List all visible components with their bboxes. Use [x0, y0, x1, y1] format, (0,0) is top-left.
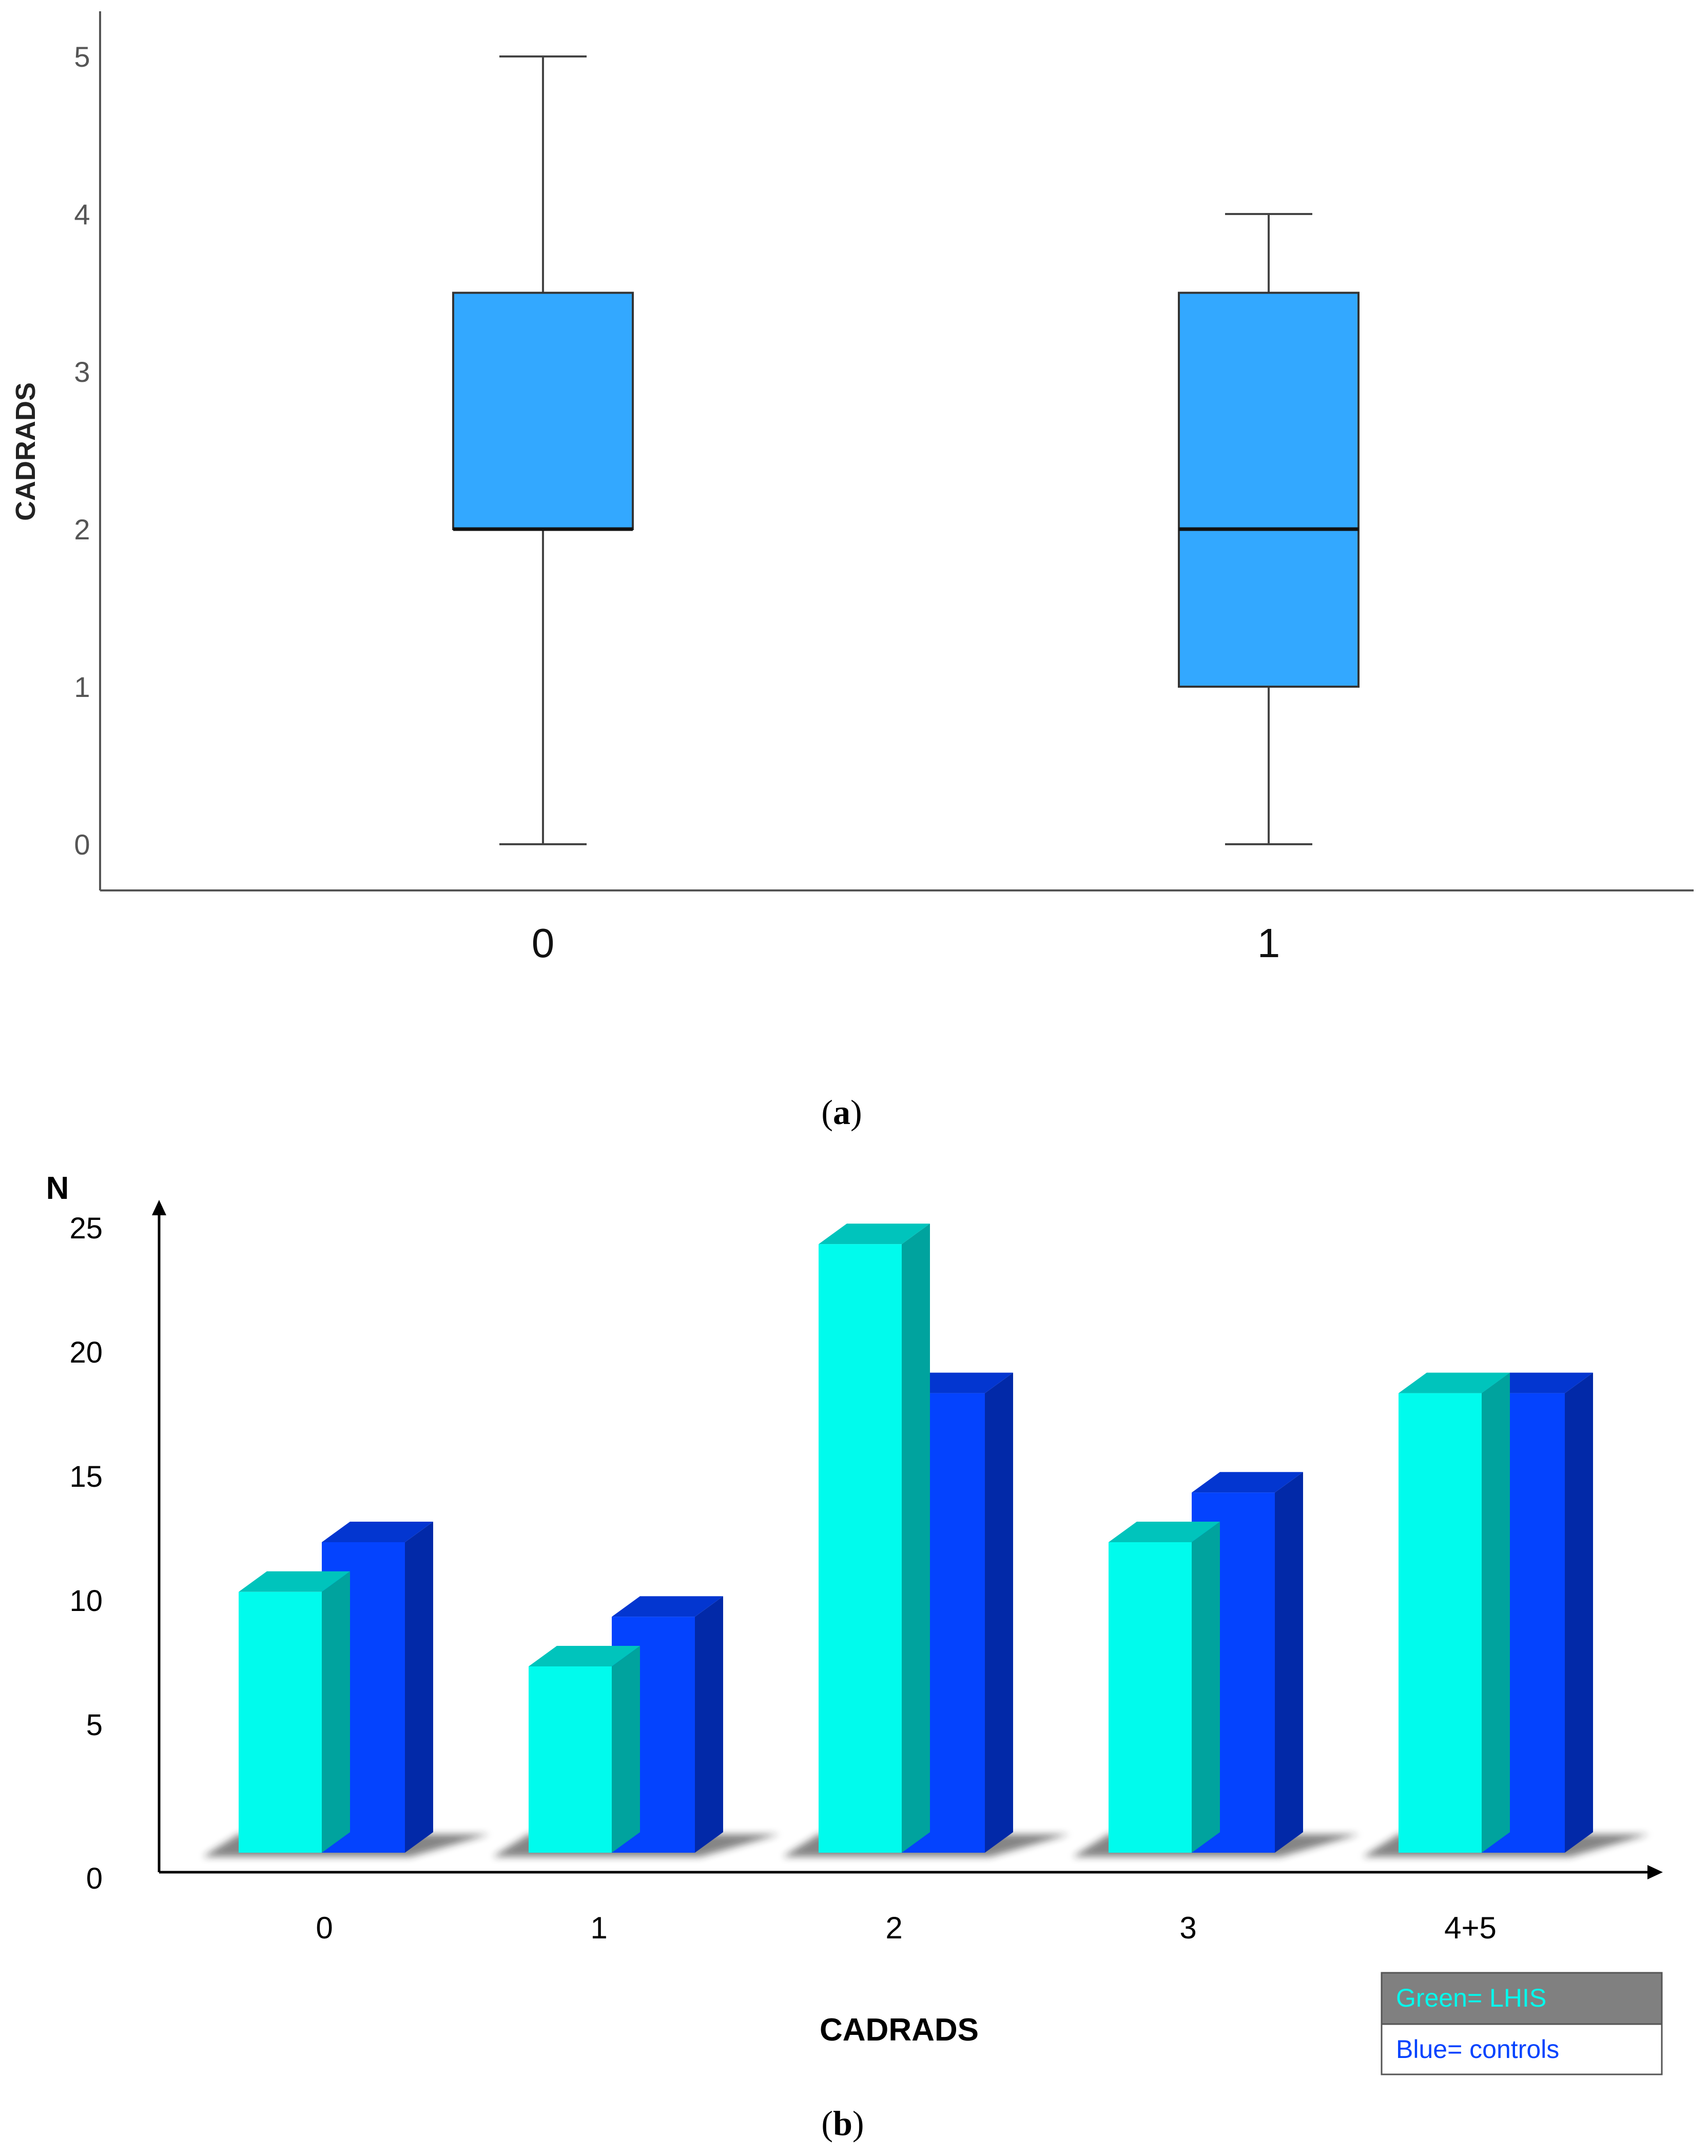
bar-side-face — [322, 1571, 350, 1853]
x-tick-label: 0 — [532, 920, 555, 966]
caption-letter-a: a — [833, 1093, 850, 1132]
y-tick-label: 0 — [86, 1862, 103, 1895]
x-tick-label: 3 — [1179, 1911, 1196, 1945]
iqr-box — [1178, 292, 1360, 688]
bar-top-face — [1192, 1472, 1303, 1493]
y-tick-label: 5 — [86, 1708, 103, 1742]
x-tick-label: 4+5 — [1444, 1911, 1497, 1945]
y-tick-label: 15 — [69, 1460, 103, 1493]
bar-top-face — [612, 1596, 723, 1617]
box-1 — [1178, 213, 1360, 845]
bar-side-face — [902, 1223, 930, 1853]
bar-side-face — [1482, 1372, 1510, 1853]
y-tick-label: 2 — [74, 513, 90, 546]
bar-LHIS-4+5 — [1399, 1372, 1510, 1853]
y-axis-label: N — [46, 1171, 69, 1206]
bar-side-face — [695, 1596, 723, 1853]
bar-LHIS-2 — [819, 1223, 930, 1853]
y-tick-labels: 0 5 10 15 20 25 — [69, 1212, 103, 1895]
bar-top-face — [1109, 1522, 1220, 1542]
bar-top-face — [1399, 1372, 1510, 1393]
x-tick-labels: 0 1 2 3 4+5 — [316, 1911, 1497, 1945]
bar-side-face — [1192, 1522, 1220, 1853]
y-axis-arrow — [152, 1200, 166, 1215]
bar-LHIS-0 — [239, 1571, 350, 1853]
bar-group-3 — [1109, 1472, 1303, 1853]
bar-side-face — [405, 1522, 433, 1853]
legend-label-controls: Blue= controls — [1396, 2035, 1559, 2064]
bars — [239, 1223, 1593, 1853]
legend: Green= LHIS Blue= controls — [1381, 1972, 1663, 2075]
bar-group-0 — [239, 1522, 433, 1853]
panel-caption-b: (b) — [821, 2104, 864, 2143]
x-axis-label: CADRADS — [820, 2012, 979, 2048]
y-tick-label: 0 — [74, 828, 90, 861]
y-tick-label: 4 — [74, 198, 90, 230]
y-tick-label: 5 — [74, 41, 90, 73]
panel-caption-a: (a) — [821, 1093, 862, 1132]
x-axis-arrow — [1647, 1865, 1663, 1879]
bar-group-4+5 — [1399, 1372, 1593, 1853]
bar-front-face — [819, 1244, 902, 1853]
bar-LHIS-3 — [1109, 1522, 1220, 1853]
x-tick-label: 2 — [885, 1911, 902, 1945]
bar-side-face — [1565, 1372, 1593, 1853]
legend-entry-controls-box — [1381, 2023, 1663, 2075]
y-tick-label: 10 — [69, 1584, 103, 1618]
bar-side-face — [1275, 1472, 1303, 1853]
y-tick-labels: 0 1 2 3 4 5 — [74, 41, 90, 861]
x-tick-label: 1 — [1257, 920, 1280, 966]
y-axis-label: CADRADS — [10, 382, 41, 521]
y-tick-label: 1 — [74, 671, 90, 703]
x-tick-label: 1 — [590, 1911, 607, 1945]
bar-panel: N 0 5 10 15 20 25 0 1 2 3 4+5 CADRADS Green= LHIS… — [46, 1171, 1663, 2075]
bar-group-2 — [819, 1223, 1013, 1853]
caption-letter-b: b — [833, 2104, 852, 2143]
bar-front-face — [1399, 1393, 1482, 1853]
bar-top-face — [322, 1522, 433, 1542]
legend-label-lhis: Green= LHIS — [1396, 1984, 1546, 2012]
bar-group-1 — [529, 1596, 723, 1853]
bar-top-face — [819, 1223, 930, 1245]
legend-entry-lhis-box — [1381, 1972, 1663, 2025]
bar-side-face — [985, 1372, 1013, 1853]
bar-front-face — [1109, 1542, 1192, 1853]
bar-top-face — [529, 1646, 640, 1666]
iqr-box — [452, 292, 634, 530]
bar-LHIS-1 — [529, 1646, 640, 1853]
x-tick-label: 0 — [316, 1911, 333, 1945]
y-tick-label: 20 — [69, 1336, 103, 1369]
bar-top-face — [239, 1571, 350, 1592]
bar-front-face — [529, 1666, 612, 1853]
boxes — [452, 55, 1360, 845]
y-tick-label: 3 — [74, 356, 90, 388]
y-tick-label: 25 — [69, 1212, 103, 1245]
bar-side-face — [612, 1646, 640, 1853]
bar-front-face — [239, 1591, 322, 1853]
box-0 — [452, 55, 634, 845]
